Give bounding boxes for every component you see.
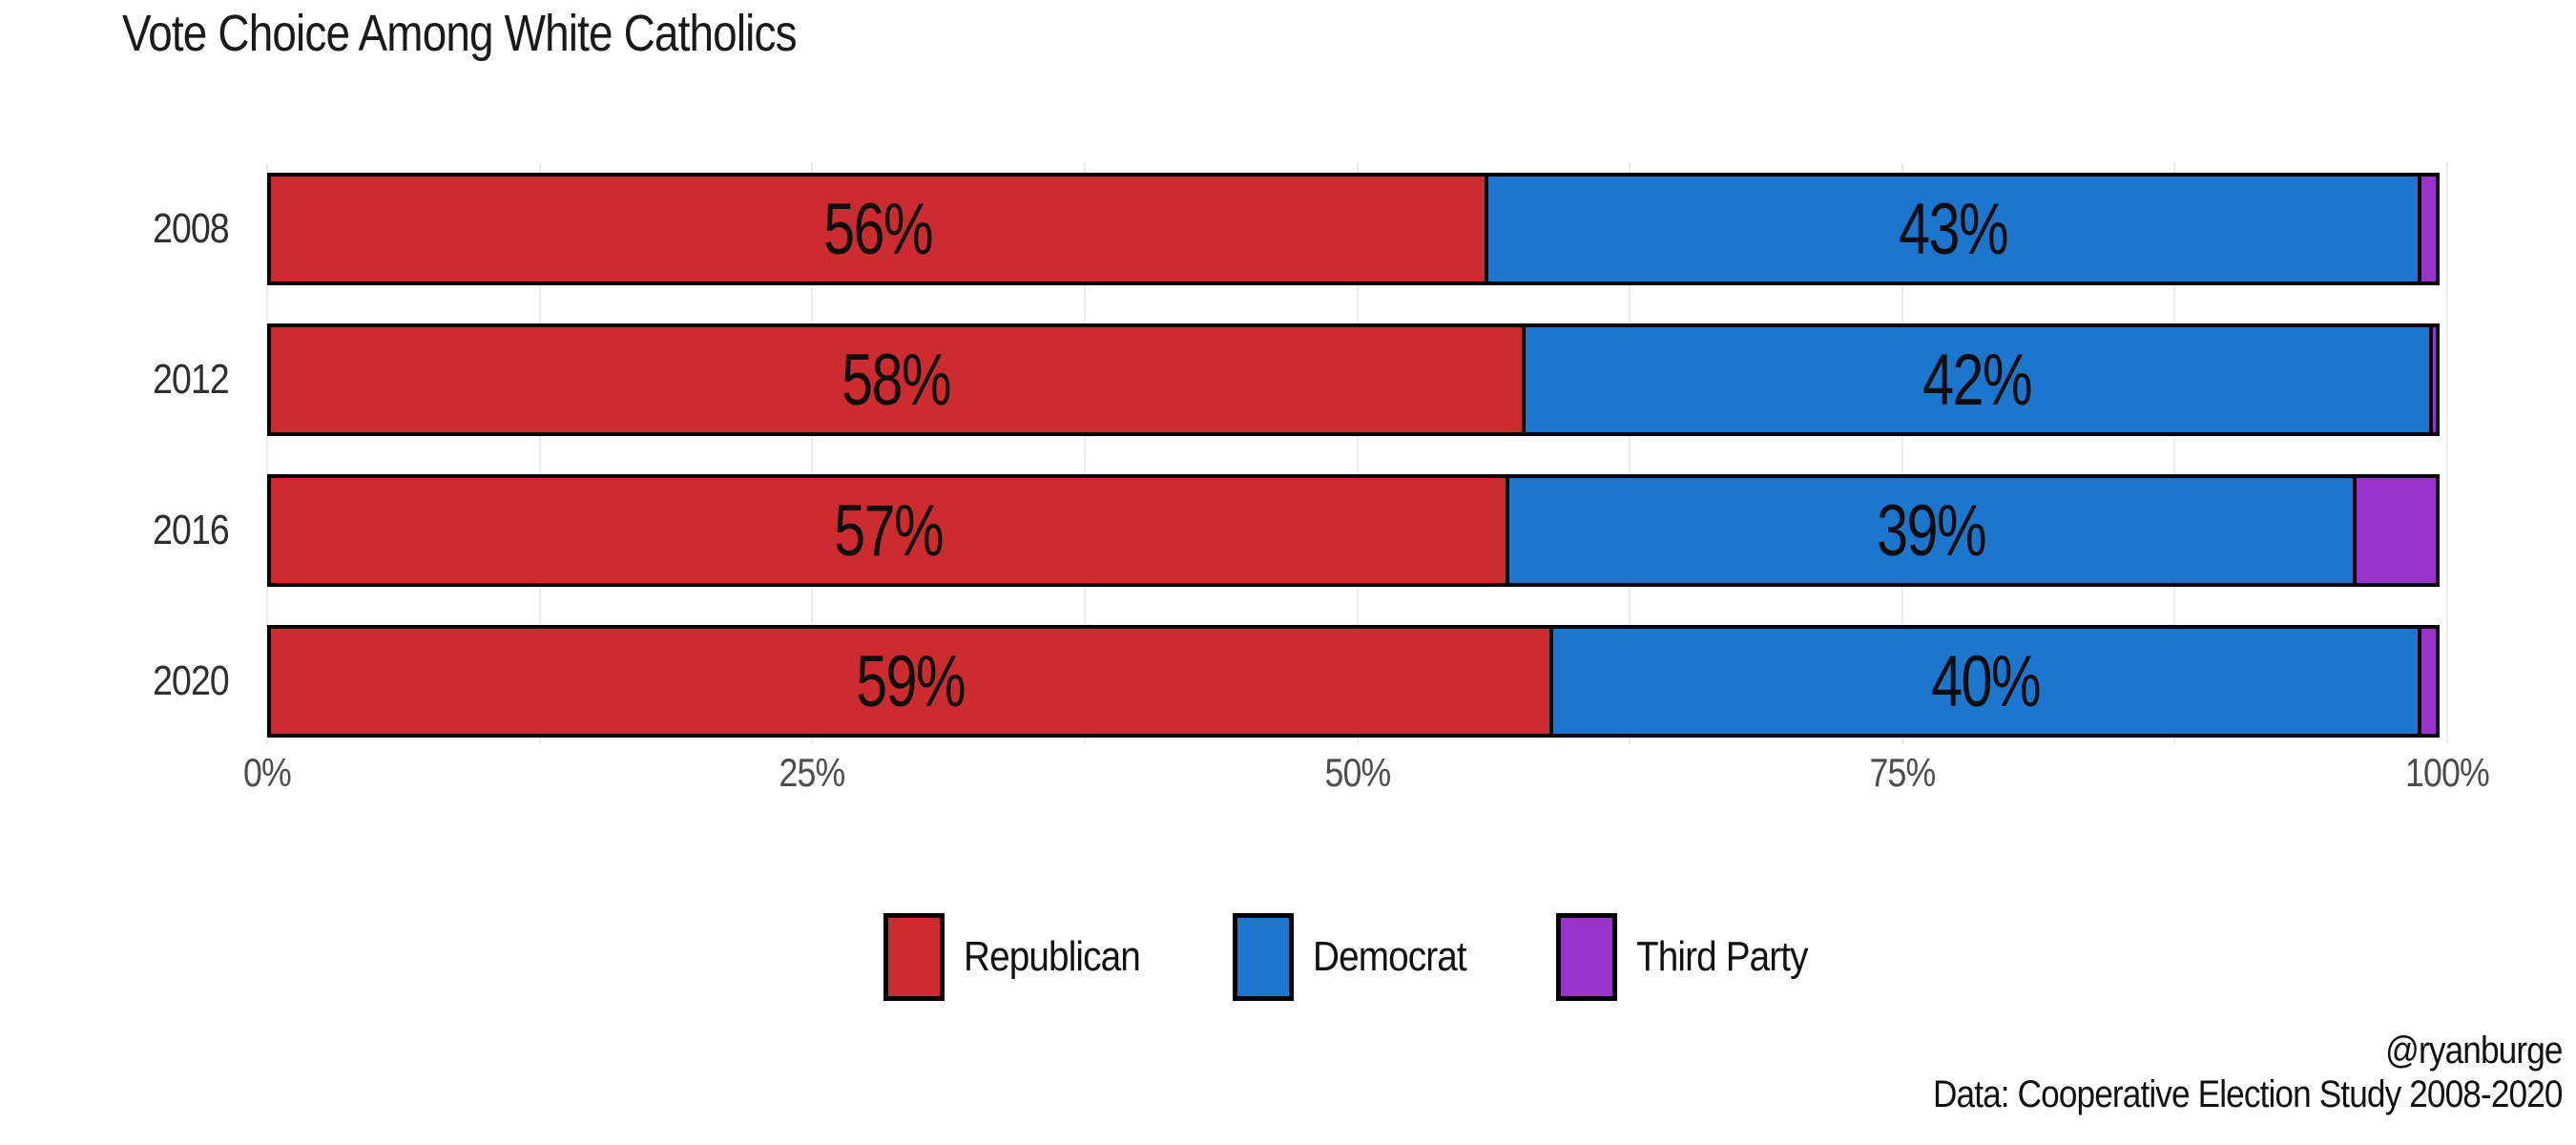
legend: Republican Democrat Third Party — [267, 905, 2447, 1010]
bar-value-label: 39% — [1877, 489, 1987, 572]
gridline — [2173, 162, 2176, 744]
y-axis-label: 2008 — [19, 173, 230, 285]
bar-segment-republican: 59% — [267, 625, 1554, 738]
bar-value-label: 43% — [1898, 188, 2009, 270]
bar-segment-republican: 57% — [267, 474, 1510, 587]
x-tick-label: 75% — [1869, 750, 1936, 795]
gridline — [811, 162, 814, 744]
bar-row-2016: 2016 57% 39% — [153, 474, 2447, 587]
y-axis-label: 2020 — [19, 625, 230, 738]
legend-label: Democrat — [1313, 933, 1467, 980]
legend-item-republican: Republican — [883, 913, 1164, 1001]
bar-row-2012: 2012 58% 42% — [153, 323, 2447, 436]
bar-segment-republican: 58% — [267, 323, 1526, 436]
caption: @ryanburge Data: Cooperative Election St… — [1933, 1029, 2564, 1116]
bar-segment-democrat: 39% — [1506, 474, 2357, 587]
bar-value-label: 57% — [834, 489, 945, 572]
legend-label: Third Party — [1635, 933, 1809, 980]
y-axis-label-text: 2012 — [153, 356, 230, 403]
y-axis-label-text: 2020 — [153, 657, 230, 704]
bars-container: 2008 56% 43% 2012 58% 42% 2016 57% 39% 2020 59% 40% — [153, 162, 2447, 744]
gridline — [1901, 162, 1903, 744]
bar-segment-third-party — [2418, 173, 2440, 285]
bar-value-label: 42% — [1922, 339, 2033, 421]
bar-segment-democrat: 42% — [1521, 323, 2433, 436]
bar-row-2020: 2020 59% 40% — [153, 625, 2447, 738]
gridline — [1356, 162, 1359, 744]
x-tick-label: 0% — [243, 750, 292, 795]
legend-item-democrat: Democrat — [1233, 913, 1487, 1001]
bar-value-label: 56% — [822, 188, 934, 270]
gridline — [2446, 162, 2448, 744]
y-axis-label: 2016 — [19, 474, 230, 587]
caption-source: Data: Cooperative Election Study 2008-20… — [1933, 1073, 2564, 1115]
gridline — [1083, 162, 1086, 744]
bar-value-label: 40% — [1931, 640, 2042, 722]
legend-swatch — [1233, 913, 1295, 1001]
chart-title: Vote Choice Among White Catholics — [122, 5, 798, 62]
bar-segment-third-party — [2418, 625, 2440, 738]
bar-segment-third-party — [2428, 323, 2440, 436]
x-tick-label: 25% — [779, 750, 846, 795]
y-axis-label-text: 2008 — [153, 205, 230, 252]
bar-value-label: 59% — [856, 640, 966, 722]
gridline — [538, 162, 541, 744]
legend-label: Republican — [963, 933, 1141, 980]
x-tick-label: 50% — [1324, 750, 1391, 795]
bar-row-2008: 2008 56% 43% — [153, 173, 2447, 285]
bar-value-label: 58% — [841, 339, 952, 421]
caption-handle: @ryanburge — [2385, 1030, 2564, 1072]
x-axis: 0% 25% 50% 75% 100% — [243, 750, 2490, 802]
legend-swatch — [1555, 913, 1617, 1001]
bar-segment-third-party — [2352, 474, 2440, 587]
gridline — [266, 162, 268, 744]
legend-item-third-party: Third Party — [1555, 913, 1831, 1001]
bar-segment-democrat: 43% — [1484, 173, 2422, 285]
x-tick-label: 100% — [2405, 750, 2490, 795]
bar-segment-republican: 56% — [267, 173, 1488, 285]
y-axis-label: 2012 — [19, 323, 230, 436]
y-axis-label-text: 2016 — [153, 507, 230, 553]
legend-swatch — [883, 913, 945, 1001]
gridline — [1629, 162, 1631, 744]
plot-area: 2008 56% 43% 2012 58% 42% 2016 57% 39% 2020 59% 40% — [153, 162, 2448, 744]
bar-segment-democrat: 40% — [1549, 625, 2422, 738]
